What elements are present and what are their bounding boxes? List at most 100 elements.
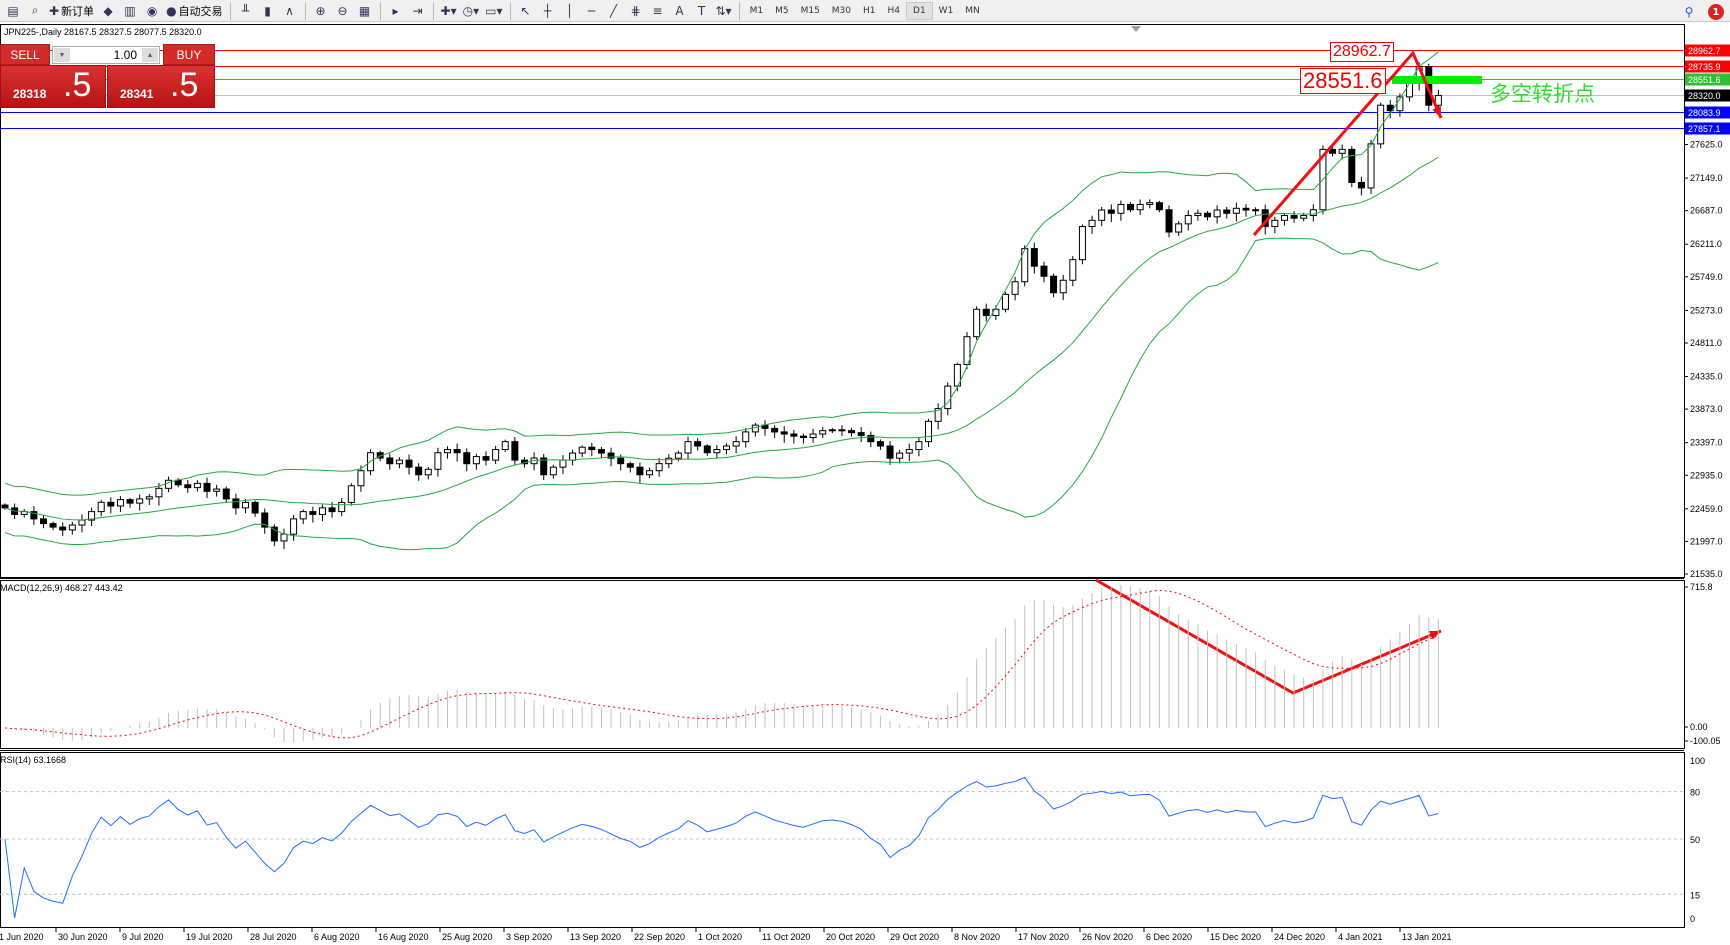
templates-icon[interactable]: ▭▾: [485, 3, 503, 18]
date-label: 24 Dec 2020: [1274, 932, 1325, 942]
line-chart-icon[interactable]: ∧: [285, 3, 294, 18]
candle: [20, 508, 28, 518]
indicators-icon[interactable]: ✚▾: [440, 3, 457, 18]
date-label: 25 Aug 2020: [442, 932, 493, 942]
candle: [857, 427, 865, 443]
candle-body: [876, 441, 884, 447]
candle: [1377, 102, 1385, 149]
candle: [1021, 245, 1029, 287]
pivot-price-label[interactable]: 28551.6: [1300, 68, 1386, 94]
candle-body: [1040, 265, 1048, 277]
vertical-line-icon[interactable]: │: [565, 3, 574, 18]
candle: [395, 457, 403, 469]
candle: [578, 445, 586, 457]
price-tick-label: 22459.0: [1690, 504, 1723, 514]
tile-windows-icon[interactable]: ▦: [358, 3, 371, 18]
notification-badge[interactable]: 1: [1708, 4, 1724, 20]
candle-body: [1280, 215, 1288, 221]
crosshair-icon[interactable]: ┼: [543, 3, 552, 18]
macd-tick-label: -100.05: [1690, 736, 1721, 746]
timeframe-m5[interactable]: M5: [775, 5, 789, 16]
lot-increase-icon[interactable]: ▲: [142, 48, 158, 62]
pivot-text[interactable]: 多空转折点: [1490, 82, 1595, 106]
price-tick-label: 24811.0: [1690, 338, 1722, 348]
bar-chart-icon[interactable]: ╨: [241, 3, 250, 18]
chart-shift-icon[interactable]: ⇥: [412, 3, 423, 18]
timeframe-m1[interactable]: M1: [749, 5, 764, 16]
candle: [1127, 202, 1135, 213]
metaeditor-button[interactable]: ◆: [97, 1, 119, 21]
toolbar-separator: [509, 1, 511, 20]
timeframe-h1[interactable]: H1: [863, 5, 876, 16]
candle-body: [597, 449, 605, 454]
trendline-icon[interactable]: ╱: [609, 3, 618, 18]
periods-icon[interactable]: ◷▾: [462, 3, 480, 18]
candle-body: [867, 434, 875, 443]
timeframe-m30[interactable]: M30: [831, 5, 852, 16]
toolbar: ▤ ⌕ ✚ 新订单 ◆ ▥ ◉ ● 自动交易 ╨ ▮ ∧ ⊕ ⊖ ▦ ▸ ⇥ ✚▾ ◷▾ ▭▾ ↖ ┼ │ ─ ╱ ⋕ ≡ A T ⇅▾ M…: [0, 0, 1730, 22]
candle-body: [626, 463, 634, 468]
candle: [694, 438, 702, 451]
horizontal-line-icon[interactable]: ─: [587, 3, 596, 18]
sell-price[interactable]: 28318 .5: [0, 65, 106, 108]
timeframe-mn[interactable]: MN: [965, 5, 980, 16]
candle-body: [982, 308, 990, 317]
timeframe-h4[interactable]: H4: [887, 5, 901, 16]
candle-body: [578, 446, 586, 454]
zoom-out-icon[interactable]: ⊖: [337, 3, 348, 18]
candle-body: [242, 501, 249, 509]
candle: [78, 514, 86, 533]
text-label-icon[interactable]: T: [697, 3, 706, 18]
macd-tick-label: 715.8: [1690, 582, 1713, 592]
zoom-in-icon[interactable]: ⊕: [315, 3, 326, 18]
date-label: 19 Jul 2020: [186, 932, 233, 942]
lot-size-input[interactable]: ▼ 1.00 ▲: [52, 46, 160, 64]
candle: [1001, 292, 1009, 313]
timeframe-d1[interactable]: D1: [906, 1, 933, 20]
auto-trading-button[interactable]: ● 自动交易: [163, 1, 225, 21]
candle: [1059, 274, 1067, 301]
candle-body: [463, 452, 471, 465]
terminal-button[interactable]: ▥: [119, 1, 141, 21]
search-icon[interactable]: ⚲: [1684, 5, 1694, 19]
timeframe-w1[interactable]: W1: [938, 5, 954, 16]
arrows-icon[interactable]: ⇅▾: [715, 3, 732, 18]
candle-body: [1146, 202, 1154, 205]
candle: [511, 436, 519, 466]
autoscroll-icon[interactable]: ▸: [392, 3, 399, 18]
rsi-tick-label: 80: [1690, 788, 1700, 798]
fibo-lines-icon[interactable]: ≡: [652, 3, 663, 18]
level-label: 27857.1: [1688, 124, 1721, 134]
timeframe-m15[interactable]: M15: [800, 5, 820, 16]
candle: [876, 439, 884, 450]
lot-value: 1.00: [113, 48, 137, 62]
date-label: 9 Jul 2020: [122, 932, 164, 942]
chart-window-button[interactable]: ▤: [2, 1, 24, 21]
zoom-glass-button[interactable]: ⌕: [24, 1, 46, 21]
candle: [963, 332, 971, 370]
candle-body: [261, 512, 269, 528]
buy-button[interactable]: BUY: [163, 44, 215, 65]
sell-button[interactable]: SELL: [0, 44, 50, 65]
candle: [463, 448, 471, 472]
text-icon[interactable]: A: [675, 3, 684, 18]
candle-body: [357, 470, 365, 487]
cursor-icon[interactable]: ↖: [520, 3, 531, 18]
toolbar-separator: [379, 1, 381, 20]
buy-price[interactable]: 28341 .5: [107, 65, 215, 108]
candle: [780, 426, 788, 443]
candle: [934, 403, 942, 430]
candle-body: [684, 441, 692, 454]
price-trend-arrow-head: [1432, 106, 1441, 118]
candle-body: [1242, 207, 1250, 211]
price-trend-arrow: [1252, 50, 1443, 236]
fibonacci-icon[interactable]: ⋕: [630, 3, 641, 18]
lot-decrease-icon[interactable]: ▼: [54, 48, 70, 62]
candle: [126, 497, 134, 508]
candle-body: [1204, 212, 1211, 218]
signal-button[interactable]: ◉: [141, 1, 163, 21]
candlestick-icon[interactable]: ▮: [264, 3, 271, 18]
new-order-button[interactable]: ✚ 新订单: [46, 1, 97, 21]
high-price-label[interactable]: 28962.7: [1330, 42, 1394, 62]
